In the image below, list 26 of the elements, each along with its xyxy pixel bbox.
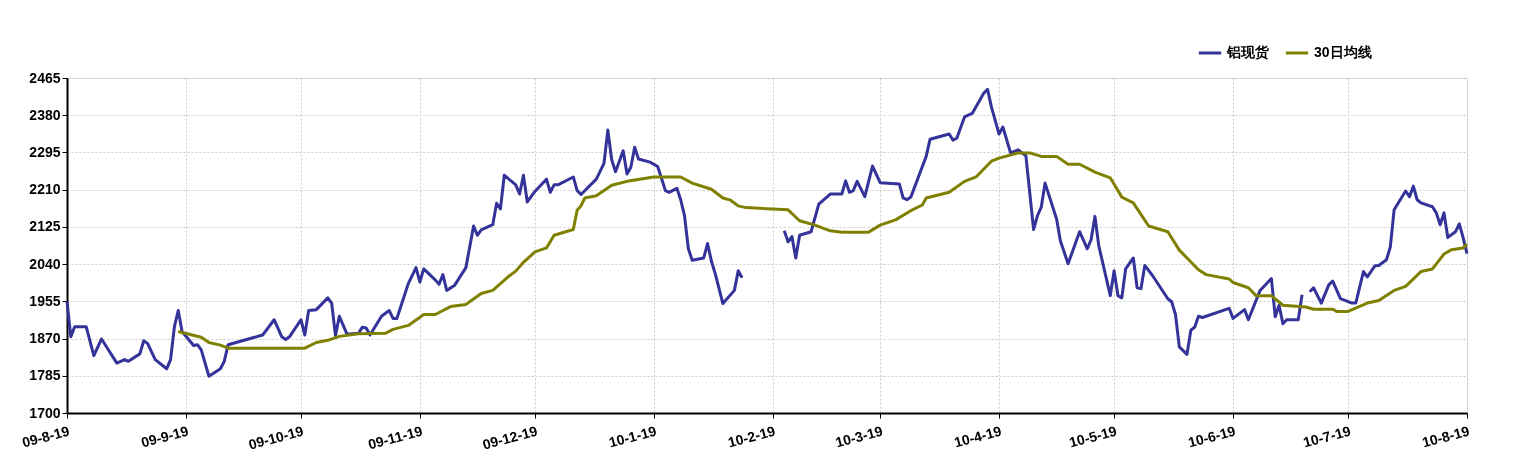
x-tick-label: 10-6-19: [1186, 422, 1238, 451]
y-tick-label: 2210: [29, 181, 61, 198]
x-tick-label: 09-11-19: [366, 422, 425, 453]
x-tick-label: 10-5-19: [1067, 422, 1119, 451]
y-tick-label: 2295: [29, 143, 61, 160]
y-tick-label: 1870: [29, 330, 61, 347]
x-tick-label: 10-2-19: [726, 422, 778, 451]
x-tick-label: 10-7-19: [1301, 422, 1353, 451]
x-tick-label: 09-9-19: [139, 422, 191, 451]
x-tick-label: 10-1-19: [607, 422, 659, 451]
x-tick-label: 09-10-19: [246, 422, 306, 453]
y-tick-label: 1955: [29, 292, 61, 309]
x-tick-label: 10-3-19: [833, 422, 885, 451]
y-tick-label: 2380: [29, 106, 61, 123]
y-tick-label: 2040: [29, 255, 61, 272]
x-tick-label: 09-12-19: [480, 422, 540, 453]
y-tick-label: 1700: [29, 404, 61, 421]
y-tick-label: 1785: [29, 367, 61, 384]
line-series: [176, 151, 1469, 350]
legend-label: 30日均线: [1314, 44, 1372, 60]
x-tick-label: 09-8-19: [20, 422, 72, 451]
legend-label: 铝现货: [1226, 44, 1270, 60]
x-tick-label: 10-4-19: [952, 422, 1004, 451]
y-tick-label: 2465: [29, 69, 61, 86]
x-tick-label: 10-8-19: [1420, 422, 1472, 451]
y-tick-label: 2125: [29, 218, 61, 235]
